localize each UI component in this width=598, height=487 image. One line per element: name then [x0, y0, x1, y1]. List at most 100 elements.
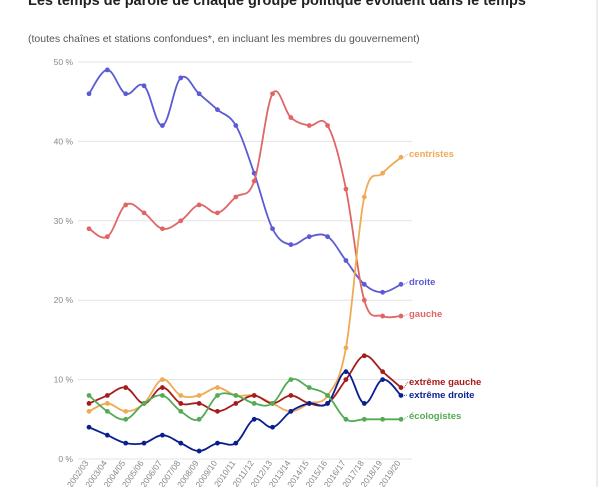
- data-point: [306, 401, 312, 406]
- data-point: [178, 408, 184, 414]
- data-point: [233, 440, 239, 446]
- x-axis-ticks: 2002/032003/042004/052005/062006/072007/…: [65, 458, 403, 487]
- y-tick-label: 50 %: [54, 57, 74, 67]
- data-point: [104, 432, 110, 438]
- data-point: [361, 297, 367, 303]
- data-point: [160, 226, 165, 232]
- data-point: [141, 210, 147, 216]
- data-point: [270, 91, 275, 97]
- y-tick-label: 20 %: [54, 295, 74, 305]
- data-point: [86, 401, 92, 406]
- data-point: [325, 234, 330, 240]
- y-tick-label: 10 %: [54, 375, 74, 385]
- data-point: [178, 393, 184, 398]
- data-point: [178, 440, 184, 446]
- series-lines: [86, 67, 404, 454]
- series-line-droite: [88, 69, 402, 294]
- chart-subtitle: (toutes chaînes et stations confondues*,…: [28, 33, 420, 45]
- data-point: [306, 123, 312, 128]
- data-point: [160, 385, 165, 390]
- data-point: [86, 408, 92, 414]
- data-point: [288, 242, 294, 248]
- data-point: [380, 377, 386, 382]
- data-point: [270, 424, 275, 430]
- data-point: [398, 393, 404, 398]
- y-tick-label: 0 %: [58, 454, 73, 464]
- data-point: [270, 226, 275, 232]
- data-point: [196, 448, 202, 454]
- data-point: [343, 258, 349, 263]
- data-point: [343, 416, 349, 422]
- series-label-extreme-gauche: extrême gauche: [409, 377, 481, 388]
- data-point: [215, 440, 220, 446]
- data-point: [306, 234, 312, 240]
- label-leader: [403, 153, 409, 158]
- data-point: [86, 226, 92, 232]
- data-point: [233, 123, 239, 128]
- data-point: [361, 401, 367, 406]
- data-point: [380, 313, 386, 319]
- data-point: [233, 194, 239, 200]
- y-tick-label: 30 %: [54, 216, 74, 226]
- data-point: [215, 107, 220, 113]
- data-point: [104, 401, 110, 406]
- data-point: [178, 401, 184, 406]
- frame-edge: [596, 0, 598, 487]
- data-point: [123, 440, 129, 446]
- data-point: [398, 385, 404, 390]
- data-point: [141, 440, 147, 446]
- data-point: [196, 91, 202, 97]
- series-label-droite: droite: [409, 277, 435, 288]
- data-point: [380, 369, 386, 375]
- data-point: [160, 432, 165, 438]
- data-point: [86, 91, 92, 97]
- series-label-centristes: centristes: [409, 149, 454, 160]
- data-point: [215, 393, 220, 398]
- data-point: [398, 154, 404, 160]
- data-point: [123, 385, 129, 390]
- data-point: [196, 401, 202, 406]
- data-point: [215, 210, 220, 216]
- series-label-ecologistes: écologistes: [409, 411, 461, 422]
- data-point: [325, 123, 330, 128]
- data-point: [251, 401, 257, 406]
- data-point: [160, 393, 165, 398]
- data-point: [306, 385, 312, 390]
- data-point: [251, 416, 257, 422]
- data-point: [288, 408, 294, 414]
- label-leader: [403, 313, 409, 317]
- data-point: [215, 408, 220, 414]
- series-label-extreme-droite: extrême droite: [409, 390, 474, 401]
- grid: [78, 61, 412, 460]
- data-point: [288, 115, 294, 120]
- data-point: [361, 194, 367, 200]
- data-point: [160, 377, 165, 382]
- data-point: [104, 393, 110, 398]
- y-tick-label: 40 %: [54, 136, 74, 146]
- data-point: [325, 393, 330, 398]
- label-leader: [403, 381, 409, 388]
- data-point: [123, 416, 129, 422]
- data-point: [361, 416, 367, 422]
- data-point: [233, 401, 239, 406]
- data-point: [343, 369, 349, 375]
- data-point: [215, 385, 220, 390]
- series-label-gauche: gauche: [409, 309, 442, 320]
- data-point: [196, 393, 202, 398]
- data-point: [251, 393, 257, 398]
- data-point: [380, 289, 386, 295]
- data-point: [398, 416, 404, 422]
- series-labels: droite gauche centristes extrême gauche extr…: [403, 149, 481, 422]
- data-point: [380, 416, 386, 422]
- data-point: [288, 377, 294, 382]
- data-point: [123, 91, 129, 97]
- data-point: [343, 377, 349, 382]
- data-point: [178, 218, 184, 224]
- data-point: [361, 281, 367, 287]
- data-point: [343, 345, 349, 351]
- chart-title: Les temps de parole de chaque groupe pol…: [28, 0, 526, 9]
- data-point: [270, 401, 275, 406]
- data-point: [343, 186, 349, 192]
- data-point: [196, 202, 202, 208]
